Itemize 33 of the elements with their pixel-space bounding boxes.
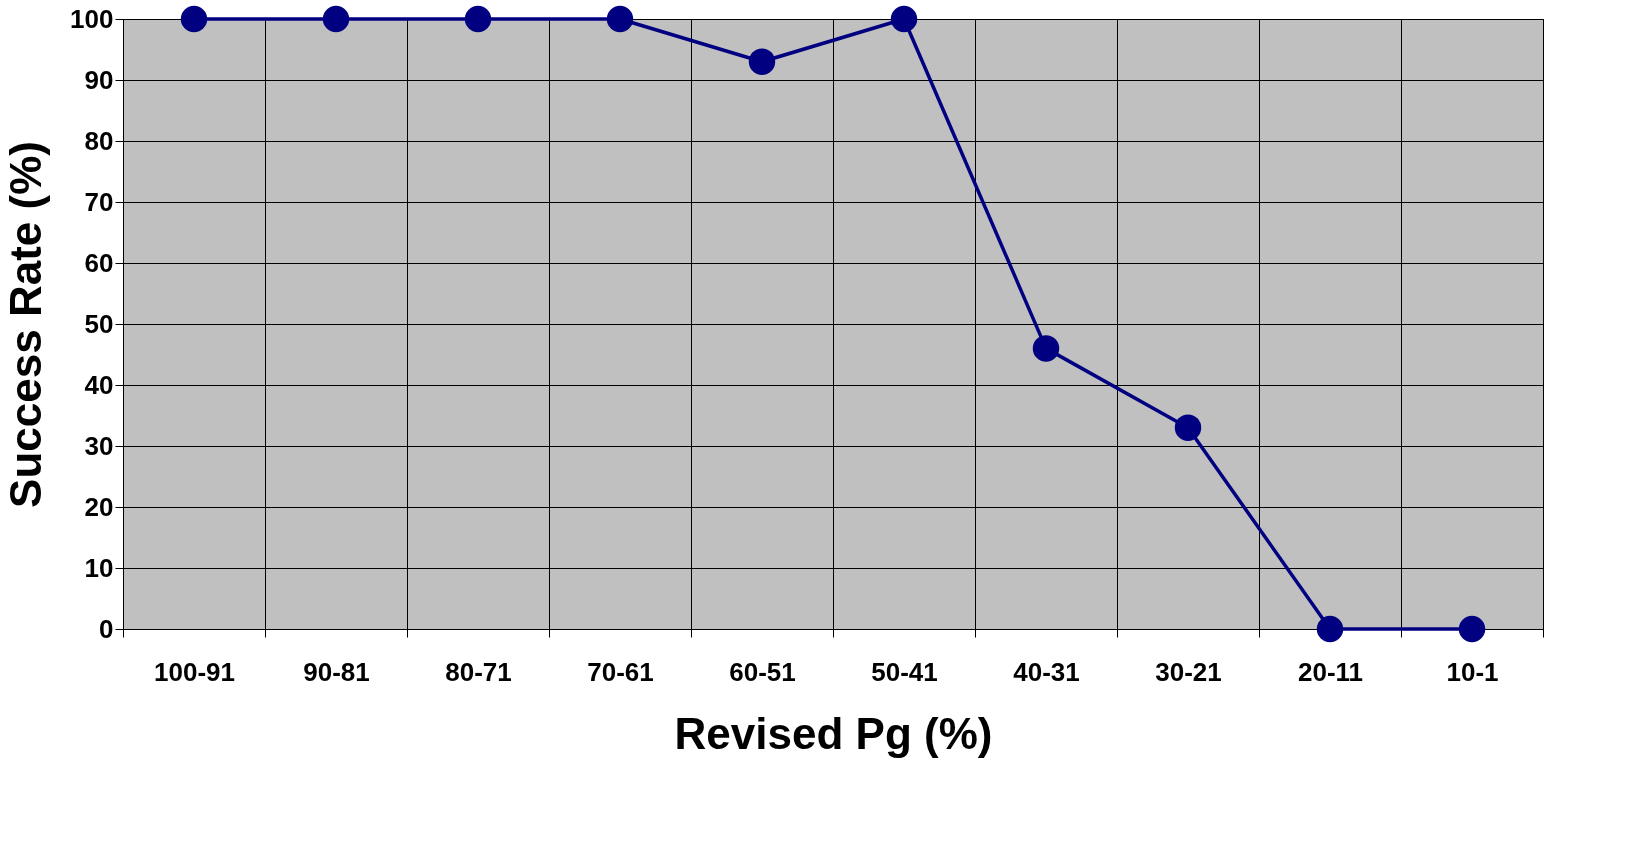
x-tick-label: 40-31 — [1013, 656, 1080, 687]
y-tick-label: 90 — [84, 64, 114, 95]
y-tick-label: 100 — [70, 3, 114, 34]
point — [606, 5, 634, 33]
point — [748, 48, 776, 75]
x-tick-label: 50-41 — [871, 656, 938, 687]
point — [1458, 615, 1486, 643]
point — [464, 5, 492, 33]
y-tick-label: 60 — [84, 247, 114, 278]
x-tick-label: 60-51 — [729, 656, 796, 687]
point — [1032, 335, 1060, 362]
x-tick-label: 30-21 — [1155, 656, 1222, 687]
y-tick-label: 40 — [84, 369, 114, 400]
point — [1316, 615, 1344, 643]
x-tick-label: 20-11 — [1297, 656, 1364, 687]
x-axis-title: Revised Pg (%) — [674, 708, 993, 758]
y-tick-label: 10 — [84, 552, 114, 583]
y-tick-label: 80 — [84, 125, 114, 156]
point — [322, 5, 350, 33]
point — [1174, 414, 1202, 441]
x-tick-label: 70-61 — [587, 656, 654, 687]
y-tick-label: 0 — [99, 613, 114, 644]
point — [180, 5, 208, 33]
y-tick-label: 70 — [84, 186, 114, 217]
x-tick-label: 80-71 — [445, 656, 512, 687]
point — [890, 5, 918, 33]
x-tick-label: 90-81 — [303, 656, 370, 687]
y-tick-label: 50 — [84, 308, 114, 339]
y-tick-label: 20 — [84, 491, 114, 522]
y-axis-title: Success Rate (%) — [1, 141, 51, 508]
x-tick-label: 10-1 — [1446, 656, 1499, 687]
x-tick-label: 100-91 — [154, 656, 235, 687]
y-tick-label: 30 — [84, 430, 114, 461]
